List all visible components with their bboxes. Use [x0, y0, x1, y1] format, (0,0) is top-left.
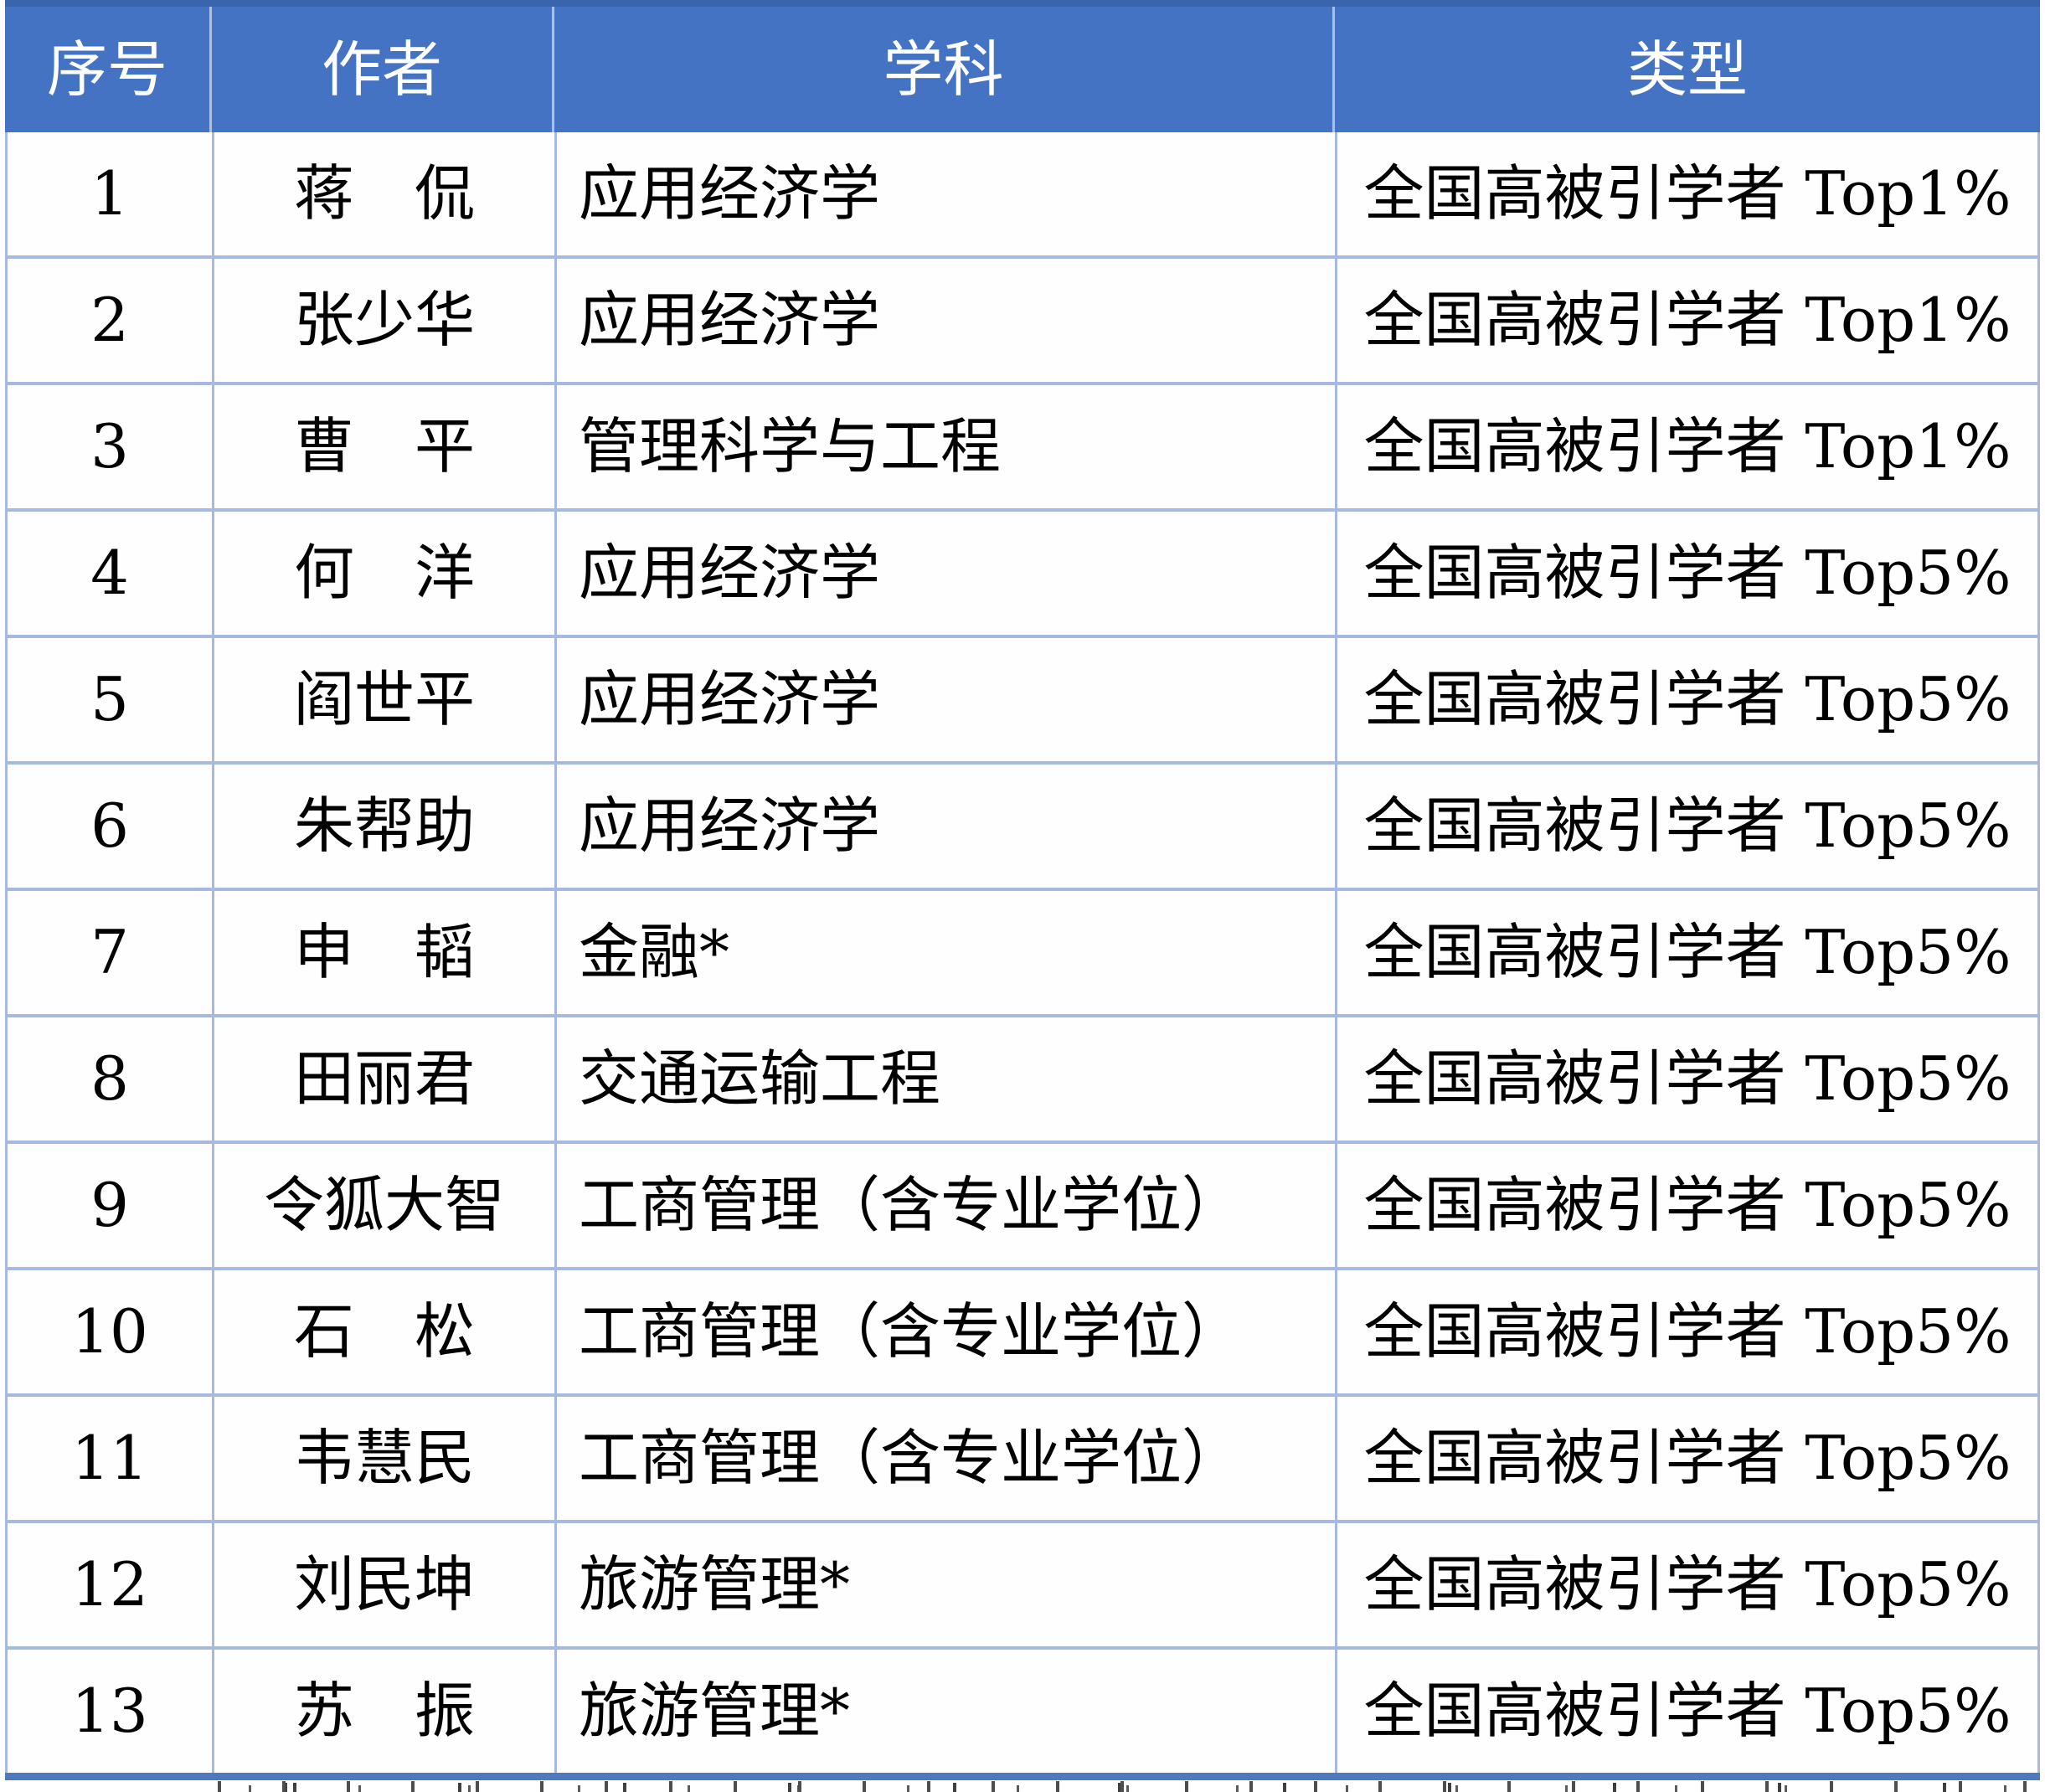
- cell-index: 1: [90, 158, 129, 229]
- table-row: 6 朱帮助 应用经济学 全国高被引学者 Top5%: [5, 761, 2040, 888]
- cell-type: 全国高被引学者 Top5%: [1335, 1523, 2037, 1646]
- cell-index: 8: [90, 1043, 129, 1115]
- cell-discipline: 金融*: [554, 891, 1335, 1014]
- cell-type: 全国高被引学者 Top5%: [1335, 765, 2037, 888]
- cell-author: 田丽君: [212, 1017, 554, 1141]
- cell-discipline: 交通运输工程: [554, 1017, 1335, 1141]
- cell-author: 苏 振: [212, 1650, 554, 1773]
- cell-author: 韦慧民: [212, 1397, 554, 1520]
- cell-author: 张少华: [212, 259, 554, 382]
- cell-author: 蒋 侃: [212, 132, 554, 255]
- cell-author: 令狐大智: [212, 1144, 554, 1267]
- column-header-type: 类型: [1332, 7, 2040, 132]
- cell-discipline: 工商管理（含专业学位）: [554, 1144, 1335, 1267]
- cell-type: 全国高被引学者 Top1%: [1335, 385, 2037, 508]
- cell-type: 全国高被引学者 Top1%: [1335, 132, 2037, 255]
- table-row: 10 石 松 工商管理（含专业学位） 全国高被引学者 Top5%: [5, 1267, 2040, 1393]
- cell-author: 曹 平: [212, 385, 554, 508]
- cell-type: 全国高被引学者 Top5%: [1335, 1397, 2037, 1520]
- cell-index: 4: [90, 538, 129, 609]
- table-row: 3 曹 平 管理科学与工程 全国高被引学者 Top1%: [5, 382, 2040, 508]
- cell-index: 9: [90, 1170, 129, 1241]
- cell-discipline: 应用经济学: [554, 765, 1335, 888]
- cell-discipline: 应用经济学: [554, 259, 1335, 382]
- table-row: 7 申 韬 金融* 全国高被引学者 Top5%: [5, 888, 2040, 1014]
- cell-discipline: 旅游管理*: [554, 1523, 1335, 1646]
- cell-discipline: 管理科学与工程: [554, 385, 1335, 508]
- table-row: 11 韦慧民 工商管理（含专业学位） 全国高被引学者 Top5%: [5, 1393, 2040, 1520]
- table-row: 4 何 洋 应用经济学 全国高被引学者 Top5%: [5, 508, 2040, 635]
- column-header-index: 序号: [46, 33, 167, 105]
- cell-author: 申 韬: [212, 891, 554, 1014]
- cell-discipline: 工商管理（含专业学位）: [554, 1397, 1335, 1520]
- table-row: 2 张少华 应用经济学 全国高被引学者 Top1%: [5, 255, 2040, 382]
- cell-type: 全国高被引学者 Top5%: [1335, 891, 2037, 1014]
- cell-author: 朱帮助: [212, 765, 554, 888]
- cell-discipline: 工商管理（含专业学位）: [554, 1270, 1335, 1393]
- cell-type: 全国高被引学者 Top5%: [1335, 1017, 2037, 1141]
- clipped-footnote-text-tops: [218, 1781, 2042, 1792]
- table-row: 13 苏 振 旅游管理* 全国高被引学者 Top5%: [5, 1646, 2040, 1773]
- cell-type: 全国高被引学者 Top5%: [1335, 512, 2037, 635]
- cell-index: 7: [90, 917, 129, 988]
- cell-index: 2: [90, 285, 129, 356]
- cell-discipline: 应用经济学: [554, 638, 1335, 761]
- cell-index: 5: [90, 664, 129, 735]
- cell-author: 何 洋: [212, 512, 554, 635]
- cell-index: 3: [90, 411, 129, 482]
- scholars-table: 序号 作者 学科 类型 1 蒋 侃 应用经济学 全国高被引学者 Top1% 2 …: [5, 0, 2040, 1780]
- cell-index: 6: [90, 790, 129, 862]
- column-header-author: 作者: [209, 7, 552, 132]
- cell-author: 阎世平: [212, 638, 554, 761]
- cell-discipline: 旅游管理*: [554, 1650, 1335, 1773]
- cell-type: 全国高被引学者 Top5%: [1335, 1650, 2037, 1773]
- cell-index: 11: [71, 1423, 148, 1494]
- cell-type: 全国高被引学者 Top1%: [1335, 259, 2037, 382]
- table-row: 9 令狐大智 工商管理（含专业学位） 全国高被引学者 Top5%: [5, 1141, 2040, 1267]
- table-header-row: 序号 作者 学科 类型: [5, 0, 2040, 132]
- table-row: 8 田丽君 交通运输工程 全国高被引学者 Top5%: [5, 1014, 2040, 1141]
- cell-discipline: 应用经济学: [554, 512, 1335, 635]
- cell-index: 10: [71, 1296, 148, 1367]
- cell-type: 全国高被引学者 Top5%: [1335, 1144, 2037, 1267]
- cell-index: 12: [71, 1549, 148, 1620]
- table-row: 1 蒋 侃 应用经济学 全国高被引学者 Top1%: [5, 132, 2040, 255]
- table-row: 5 阎世平 应用经济学 全国高被引学者 Top5%: [5, 635, 2040, 761]
- cell-author: 石 松: [212, 1270, 554, 1393]
- cell-author: 刘民坤: [212, 1523, 554, 1646]
- cell-type: 全国高被引学者 Top5%: [1335, 1270, 2037, 1393]
- table-row: 12 刘民坤 旅游管理* 全国高被引学者 Top5%: [5, 1520, 2040, 1646]
- column-header-discipline: 学科: [552, 7, 1332, 132]
- cell-type: 全国高被引学者 Top5%: [1335, 638, 2037, 761]
- cell-discipline: 应用经济学: [554, 132, 1335, 255]
- cell-index: 13: [71, 1676, 148, 1747]
